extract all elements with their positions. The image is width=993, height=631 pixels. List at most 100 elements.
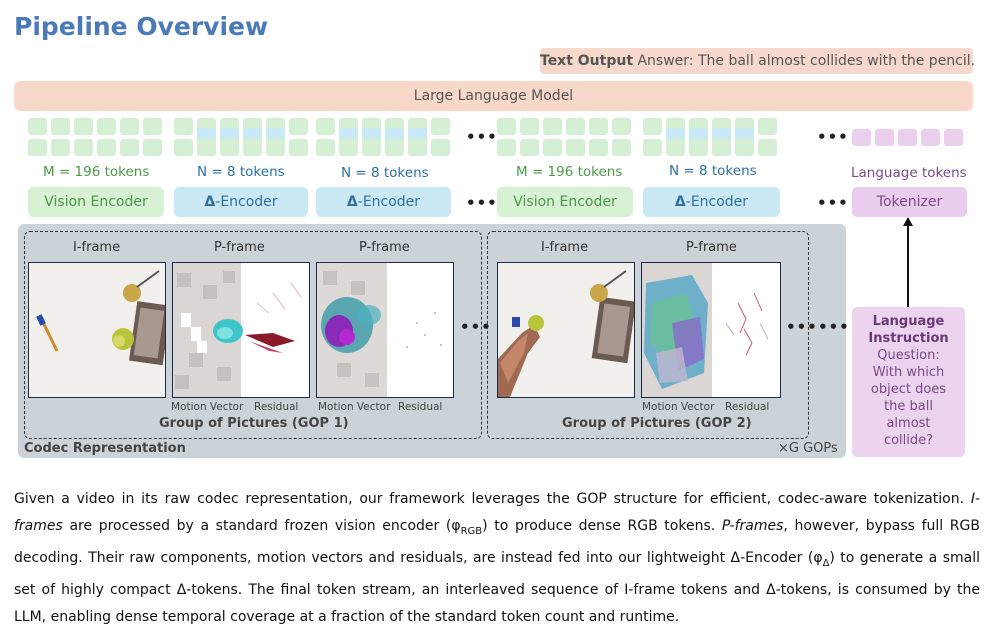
delta-token-count-1: N = 8 tokens [197, 164, 285, 180]
llm-bar: Large Language Model [14, 81, 973, 111]
delta-context-token [197, 139, 216, 156]
i-frame-scene-1 [29, 263, 165, 397]
delta-context-token [408, 139, 427, 156]
residual-label-2: Residual [398, 401, 443, 413]
caption-part-3: ) to produce dense RGB tokens. [482, 518, 722, 534]
instruction-heading: Language Instruction [868, 314, 949, 346]
language-token [875, 129, 894, 146]
gop-2-label: Group of Pictures (GOP 2) [562, 416, 752, 431]
delta-token-count-2: N = 8 tokens [341, 165, 429, 181]
caption-part-4: , however, bypass full RGB decoding. The… [14, 518, 980, 566]
delta-context-token [643, 139, 662, 156]
language-token [921, 129, 940, 146]
language-instruction-box: Language Instruction Question: With whic… [852, 307, 965, 457]
caption-part-2: are processed by a standard frozen visio… [62, 518, 461, 534]
delta-encoder-text: -Encoder [215, 194, 278, 210]
tokenizer: Tokenizer [852, 187, 967, 217]
delta-encoder-text: -Encoder [357, 194, 421, 210]
i-frame-label-1: I-frame [73, 240, 121, 255]
vision-token [120, 118, 139, 135]
language-token [852, 129, 871, 146]
vision-token [143, 139, 162, 156]
p-frame-label-3: P-frame [686, 240, 737, 255]
p-frame-scene-3 [642, 263, 780, 397]
delta-context-token [174, 118, 193, 135]
p-frame-image-2 [316, 262, 454, 398]
vision-token [612, 118, 631, 135]
p-frame-image-1 [172, 262, 310, 398]
caption-pframes: P-frames [721, 518, 784, 534]
xg-gops-label: ×G GOPs [778, 441, 838, 456]
caption-part-5: ) to generate a small set of highly comp… [14, 549, 980, 625]
delta-context-token [289, 118, 308, 135]
p-frame-scene-1 [173, 263, 309, 397]
i-frame-label-2: I-frame [541, 240, 589, 255]
vision-token [51, 118, 70, 135]
vision-token [520, 118, 539, 135]
language-token [898, 129, 917, 146]
vision-token [589, 139, 608, 156]
delta-context-token [735, 139, 754, 156]
delta-context-token [385, 139, 404, 156]
delta-context-token [316, 118, 335, 135]
codec-representation-label: Codec Representation [24, 441, 186, 456]
gop-1-label: Group of Pictures (GOP 1) [159, 416, 349, 431]
vision-token [28, 139, 47, 156]
delta-encoder-text: -Encoder [685, 194, 749, 210]
vision-token [51, 139, 70, 156]
p-frame-scene-2 [317, 263, 453, 397]
text-output-box: Text Output Answer: The ball almost coll… [540, 48, 975, 74]
residual-label-1: Residual [254, 401, 299, 413]
delta-context-token [289, 139, 308, 156]
token-ellipsis-2: ••• [817, 128, 849, 146]
delta-context-token [666, 139, 685, 156]
vision-token [28, 118, 47, 135]
vision-token [589, 118, 608, 135]
p-frame-label-2: P-frame [359, 240, 410, 255]
delta-context-token [431, 139, 450, 156]
gop-1-box [24, 231, 482, 439]
frame-ellipsis-2: ••• [786, 318, 818, 336]
p-frame-label-1: P-frame [214, 240, 265, 255]
vision-token [97, 139, 116, 156]
caption-rgb-sub: RGB [460, 525, 483, 537]
vision-token [520, 139, 539, 156]
vision-token [543, 139, 562, 156]
delta-context-token [316, 139, 335, 156]
frame-ellipsis-1: ••• [460, 318, 492, 336]
instruction-question: Question: With which object does the bal… [870, 348, 947, 448]
caption-delta-sub: Δ [822, 557, 830, 569]
delta-context-token [243, 139, 262, 156]
delta-context-token [220, 139, 239, 156]
token-ellipsis-1: ••• [466, 128, 498, 146]
vision-token [543, 118, 562, 135]
delta-context-token [431, 118, 450, 135]
encoder-ellipsis-1: ••• [466, 194, 498, 212]
delta-encoder-3: Δ-Encoder [643, 187, 780, 217]
residual-label-3: Residual [725, 401, 770, 413]
language-token [944, 129, 963, 146]
i-frame-image-1 [28, 262, 166, 398]
delta-context-token [362, 139, 381, 156]
delta-context-token [266, 139, 285, 156]
motion-vector-label-2: Motion Vector [318, 401, 391, 413]
vision-token [74, 118, 93, 135]
caption-part-1: Given a video in its raw codec represent… [14, 491, 971, 507]
vision-token [497, 118, 516, 135]
vision-token [74, 139, 93, 156]
delta-context-token [339, 139, 358, 156]
delta-context-token [174, 139, 193, 156]
delta-context-token [689, 139, 708, 156]
p-frame-image-3 [641, 262, 781, 398]
encoder-ellipsis-2: ••• [817, 194, 849, 212]
vision-token [497, 139, 516, 156]
language-token-label: Language tokens [851, 165, 967, 181]
delta-context-token [712, 139, 731, 156]
delta-encoder-1: Δ-Encoder [174, 187, 308, 217]
delta-symbol: Δ [204, 194, 216, 210]
vision-encoder-1: Vision Encoder [28, 187, 164, 217]
vision-token-count-2: M = 196 tokens [516, 164, 623, 180]
i-frame-image-2 [497, 262, 635, 398]
delta-encoder-2: Δ-Encoder [316, 187, 451, 217]
page-title: Pipeline Overview [14, 12, 269, 41]
